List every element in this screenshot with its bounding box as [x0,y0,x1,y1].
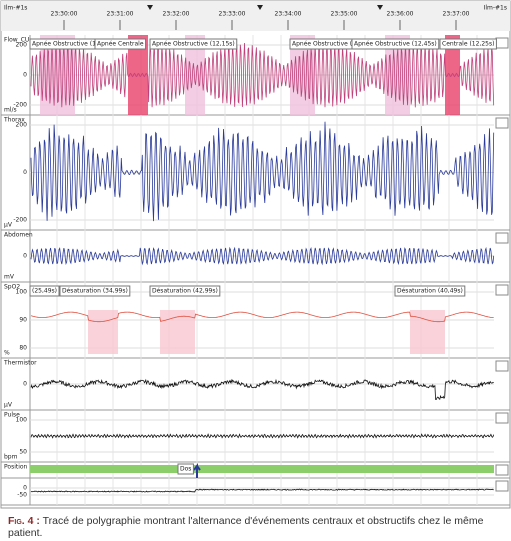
event-label: Centrale (12,25s) [442,41,494,48]
event-label: Désaturation (34,99s) [62,288,128,295]
channel-unit: bpm [4,454,18,461]
caption-label: Fig. 4 : [8,515,40,527]
time-bar [1,1,510,31]
scale-label: -200 [13,102,27,109]
event-shade [185,35,205,115]
scale-label: 100 [16,417,28,424]
time-label: 23:31:00 [107,11,134,18]
channel-box [495,412,509,424]
time-label: 23:37:00 [443,11,470,18]
event-shade [88,310,118,354]
time-label: 23:32:00 [163,11,190,18]
channel-box [495,480,509,492]
event-shade [445,35,460,115]
channel-unit: ml/s [4,107,17,114]
channel-name: Abdomen [4,232,33,239]
position-band [30,465,494,473]
event-label: Apnée Obstructive (12,15s) [152,41,235,48]
event-label: Désaturation (40,49s) [397,288,463,295]
event-label: Apnée Obstructive (16,39s) [32,41,115,48]
signal [30,121,495,222]
scale-label: 100 [16,289,28,296]
time-label: 23:34:00 [275,11,302,18]
event-shade [160,310,195,354]
scale-label: 0 [23,169,27,176]
scale-label: 200 [16,42,28,49]
scale-label: 80 [19,345,27,352]
signal [30,433,495,439]
event-label: Dos [180,466,191,473]
channel-unit: % [4,350,10,357]
channel-name: Pulse [4,412,20,419]
time-label: 23:36:00 [387,11,414,18]
marker [377,5,383,10]
channel-name: Thermistor [3,360,37,367]
scale-label: 0 [23,381,27,388]
event-box [439,38,497,50]
position-arrow [193,463,201,478]
event-shade [128,35,148,115]
scale-label: 200 [16,122,28,129]
scale-label: 0 [23,72,27,79]
channel-box [495,117,509,129]
scale-label: -200 [13,217,27,224]
channel-box [495,232,509,244]
signal [30,246,495,266]
signal [30,378,494,400]
header-left: Ilm-#1s [4,5,27,12]
marker [147,5,153,10]
event-label: Désaturation (42,99s) [152,288,218,295]
event-box [351,38,440,50]
header-right: Ilm-#1s [484,5,507,12]
channel-box [495,284,509,296]
scale-label: 0 [23,485,27,492]
scale-label: 90 [19,317,27,324]
channel-box [495,37,509,49]
scale-label: 0 [23,253,27,260]
event-label: Apnée Obstructive (12,45s) [354,41,437,48]
caption: Fig. 4 : Tracé de polygraphie montrant l… [8,515,508,539]
time-label: 23:35:00 [331,11,358,18]
event-box [94,38,147,50]
channel-unit: µV [4,222,13,229]
event-box [149,38,238,50]
event-label: (25,49s) [32,288,57,295]
event-box [149,285,221,297]
channel-name: SpO2 [4,284,20,291]
time-label: 23:30:00 [51,11,78,18]
event-label: Apnée Centrale [97,41,144,48]
time-label: 23:33:00 [219,11,246,18]
event-box [177,463,194,475]
event-label: Apnée Obstructive ( [292,41,352,48]
channel-unit: µV [4,402,13,409]
event-box [59,285,131,297]
marker [257,5,263,10]
scale-label: -50 [17,492,27,499]
signal [30,488,494,493]
event-shade [410,310,445,354]
channel-unit: mV [4,274,15,281]
channel-name: Position [4,464,28,471]
channel-box [495,360,509,372]
event-box [29,285,60,297]
channel-name: Thorax [3,117,25,124]
event-box [394,285,466,297]
caption-text: Tracé de polygraphie montrant l'alternan… [8,515,484,539]
channel-box [495,464,509,476]
signal [30,42,495,108]
polygraph: Ilm-#1s Ilm-#1s 23:30:00 23:31:00 23:32:00… [0,0,511,509]
signal [30,311,494,323]
channel-name: Flow_CU [4,37,29,44]
scale-label: 50 [19,449,27,456]
